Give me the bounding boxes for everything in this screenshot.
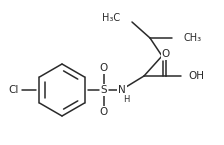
Text: H₃C: H₃C	[102, 13, 120, 23]
Text: O: O	[100, 63, 108, 73]
Text: N: N	[118, 85, 126, 95]
Text: O: O	[100, 107, 108, 117]
Text: O: O	[162, 49, 170, 59]
Text: OH: OH	[188, 71, 204, 81]
Text: S: S	[101, 85, 107, 95]
Text: Cl: Cl	[9, 85, 19, 95]
Text: CH₃: CH₃	[184, 33, 202, 43]
Text: H: H	[123, 95, 129, 104]
